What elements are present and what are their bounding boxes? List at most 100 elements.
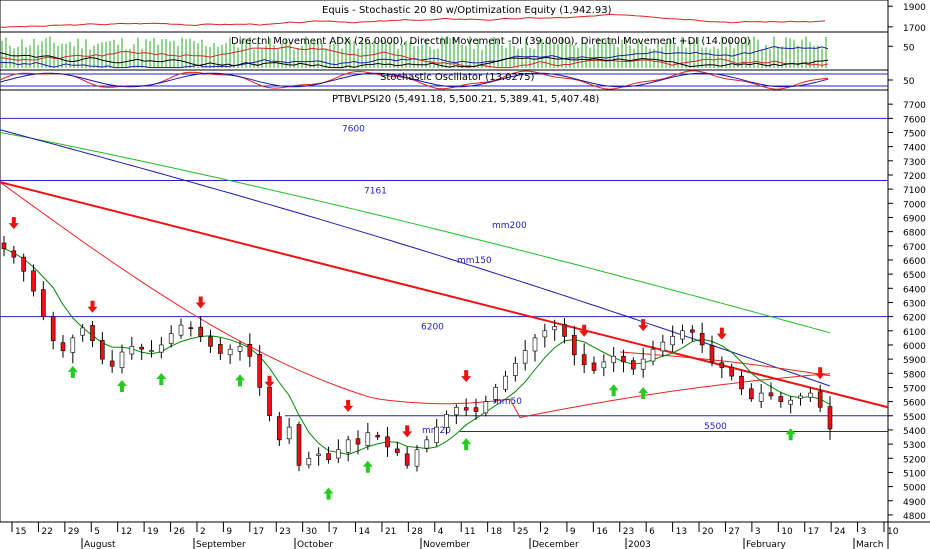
candle-body [562, 324, 567, 337]
candle-body [267, 386, 272, 417]
x-tick-label: 10 [781, 527, 793, 537]
x-tick-label: 3 [861, 527, 867, 537]
buy-signal-arrow [156, 372, 167, 385]
dmi-series-line [0, 45, 829, 69]
price-y-tick-label: 5200 [903, 455, 926, 465]
trend-line [0, 181, 889, 409]
candle-body [463, 407, 469, 411]
candle-body [257, 353, 262, 388]
dmi-series-line [0, 46, 829, 69]
candle-body [699, 333, 705, 346]
candle-body [375, 435, 380, 438]
candle-body [640, 358, 646, 370]
stoch-k-line [0, 70, 829, 90]
price-title: PTBVLPSI20 (5,491.18, 5,500.21, 5,389.41… [332, 94, 599, 105]
candle-body [395, 448, 400, 453]
x-tick-label: 21 [385, 527, 396, 537]
price-y-tick-label: 6000 [903, 342, 926, 352]
equity-line [0, 13, 826, 28]
x-tick-label: 28 [411, 527, 423, 537]
candle-body [404, 453, 410, 466]
price-y-tick-label: 6700 [903, 243, 926, 253]
candle-body [139, 346, 144, 350]
price-y-tick-label: 7600 [903, 115, 926, 125]
candle-body [159, 344, 164, 353]
month-label: October [297, 540, 333, 549]
candle-body [11, 250, 17, 258]
sell-signal-arrow [815, 367, 826, 380]
price-y-tick-label: 7000 [903, 200, 926, 210]
candle-body [513, 363, 518, 376]
candle-body [355, 438, 361, 445]
x-tick-label: 27 [728, 527, 739, 537]
candle-body [473, 407, 479, 412]
candle-body [581, 354, 587, 366]
sell-signal-arrow [264, 375, 275, 388]
candle-body [149, 350, 154, 352]
candle-body [758, 392, 764, 402]
x-tick-label: 23 [279, 527, 290, 537]
candle-body [817, 391, 823, 408]
price-y-tick-label: 6300 [903, 299, 926, 309]
x-tick-label: 10 [887, 527, 899, 537]
stoch-title: Stochastic Oscillator (13.0275) [380, 72, 535, 83]
price-y-tick-label: 5700 [903, 384, 926, 394]
candle-body [198, 326, 203, 337]
candle-body [286, 426, 292, 440]
price-y-tick-label: 4900 [903, 498, 926, 508]
candle-body [218, 344, 223, 354]
sell-signal-arrow [402, 425, 413, 438]
axes: 7700 7600 7500 7400 7300 7200 7100 7000 6900 6800… [11, 101, 926, 549]
buy-signal-arrow [362, 460, 373, 473]
x-tick-label: 9 [570, 527, 576, 537]
candle-body [326, 453, 331, 460]
price-y-tick-label: 5000 [903, 484, 926, 494]
month-label: March [856, 540, 883, 549]
candle-body [808, 392, 813, 398]
x-tick-label: 4 [438, 527, 444, 537]
candle-body [454, 406, 459, 416]
mm150-line [0, 129, 831, 387]
price-y-tick-label: 5800 [903, 370, 926, 380]
candle-body [80, 327, 85, 336]
price-y-tick-label: 4800 [903, 512, 926, 522]
price-panel: 7600716162005500mm200mm150mm50mm20 [0, 13, 889, 500]
candle-body [385, 436, 390, 448]
candle-body [119, 351, 125, 369]
candle-body [277, 416, 282, 441]
x-tick-label: 14 [359, 527, 371, 537]
candle-body [50, 316, 56, 342]
price-y-tick-label: 5100 [903, 469, 926, 479]
candle-body [208, 336, 213, 347]
x-tick-label: 29 [68, 527, 80, 537]
month-label: August [84, 540, 116, 549]
level-label: 5500 [704, 422, 727, 432]
x-tick-label: 16 [596, 527, 608, 537]
candle-body [778, 396, 784, 402]
candle-body [345, 439, 351, 453]
candle-body [296, 424, 302, 466]
month-label: December [532, 540, 579, 549]
candle-body [247, 344, 253, 357]
level-label: 6200 [421, 323, 444, 333]
x-tick-label: 15 [15, 527, 26, 537]
x-tick-label: 5 [94, 527, 100, 537]
candle-body [680, 330, 685, 340]
price-y-tick-label: 7500 [903, 129, 926, 139]
candle-body [336, 449, 341, 459]
buy-signal-arrow [608, 384, 619, 397]
x-tick-label: 13 [676, 527, 687, 537]
price-y-tick-label: 7200 [903, 172, 926, 182]
x-tick-label: 23 [623, 527, 634, 537]
price-y-tick-label: 6600 [903, 257, 926, 267]
level-label: 7161 [364, 187, 387, 197]
candle-body [41, 289, 46, 317]
candle-body [650, 348, 656, 362]
price-y-tick-label: 6100 [903, 328, 926, 338]
x-tick-label: 19 [147, 527, 159, 537]
buy-signal-arrow [638, 387, 649, 400]
candle-body [591, 362, 597, 371]
